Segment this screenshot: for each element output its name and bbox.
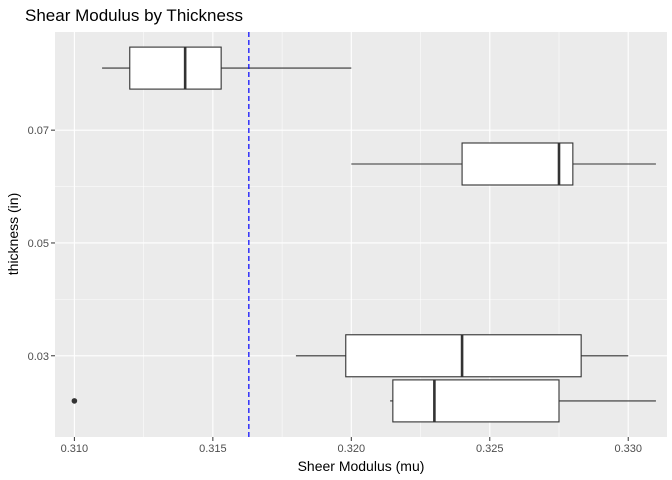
box-rect	[129, 46, 222, 90]
chart-title: Shear Modulus by Thickness	[25, 6, 243, 25]
x-tick-label: 0.330	[614, 443, 642, 455]
y-axis: 0.03 0.05 0.07	[28, 125, 55, 363]
boxes	[71, 46, 656, 423]
box-1	[295, 334, 629, 378]
box-2	[351, 142, 656, 186]
x-tick-label: 0.320	[338, 443, 366, 455]
grid-minor	[55, 32, 667, 437]
y-tick-label: 0.03	[28, 351, 49, 363]
box-rect	[392, 379, 560, 423]
box-rect	[345, 334, 582, 378]
x-tick-label: 0.310	[61, 443, 89, 455]
y-axis-title: thickness (in)	[5, 193, 21, 275]
box-0	[71, 379, 656, 423]
x-tick-label: 0.325	[476, 443, 504, 455]
x-tick-label: 0.315	[199, 443, 227, 455]
box-rect	[461, 142, 574, 186]
outlier-point	[71, 398, 78, 404]
y-tick-label: 0.05	[28, 238, 49, 250]
y-tick-label: 0.07	[28, 125, 49, 137]
x-axis-title: Sheer Modulus (mu)	[298, 458, 425, 474]
x-axis: 0.310 0.315 0.320 0.325 0.330	[61, 437, 642, 455]
box-3	[102, 46, 352, 90]
